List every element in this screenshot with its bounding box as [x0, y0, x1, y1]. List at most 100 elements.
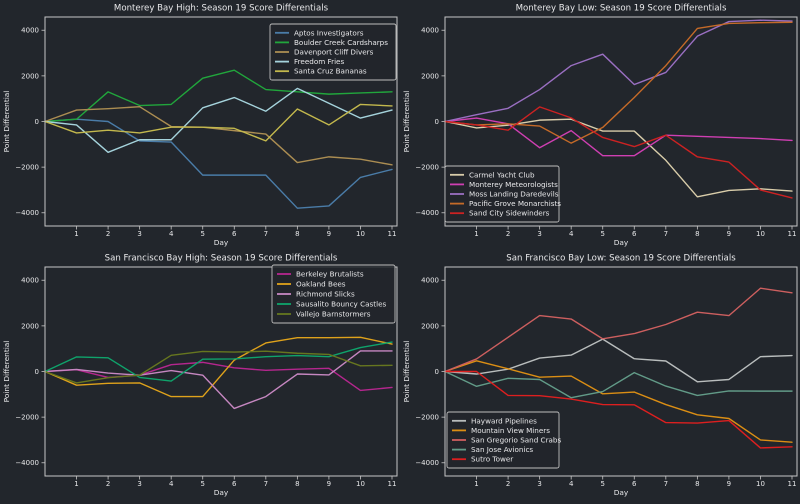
legend-label-vallejo-barnstormers: Vallejo Barnstormers — [296, 310, 371, 319]
series-line-hayward-pipelines — [444, 338, 793, 383]
x-tick-label: 1 — [74, 230, 78, 238]
y-tick-label: 2000 — [21, 322, 39, 330]
legend-label-carmel-yacht-club: Carmel Yacht Club — [469, 170, 535, 179]
series-line-berkeley-brutalists — [44, 361, 393, 392]
x-tick-label: 11 — [788, 480, 797, 488]
x-tick-label: 2 — [106, 480, 110, 488]
y-tick-label: 2000 — [421, 322, 439, 330]
series-line-san-jose-avionics — [444, 370, 793, 399]
plot-spines — [444, 266, 798, 477]
x-tick-label: 9 — [727, 230, 731, 238]
y-tick-label: −2000 — [415, 414, 439, 422]
x-tick-label: 8 — [295, 480, 299, 488]
x-tick-label: 5 — [200, 230, 204, 238]
x-tick-label: 6 — [632, 230, 637, 238]
x-tick-label: 1 — [474, 230, 478, 238]
x-tick-label: 3 — [137, 480, 141, 488]
y-tick-label: 0 — [35, 368, 39, 376]
series-line-oakland-bees — [44, 336, 393, 398]
series-line-sand-city-sidewinders — [444, 106, 793, 199]
x-tick-label: 2 — [106, 230, 110, 238]
x-axis-label: Day — [614, 488, 629, 497]
x-tick-label: 7 — [264, 230, 268, 238]
x-axis-label: Day — [214, 238, 229, 247]
x-tick-label: 3 — [137, 230, 141, 238]
legend-label-mountain-view-miners: Mountain View Miners — [471, 426, 550, 435]
legend-label-davenport-cliff-divers: Davenport Cliff Divers — [294, 48, 374, 57]
x-tick-label: 7 — [664, 480, 668, 488]
subplot-title: Monterey Bay Low: Season 19 Score Differ… — [516, 4, 727, 14]
y-tick-label: −2000 — [15, 164, 39, 172]
series-line-mountain-view-miners — [444, 360, 793, 443]
legend-label-oakland-bees: Oakland Bees — [296, 280, 346, 289]
legend-label-boulder-creek-cardsharps: Boulder Creek Cardsharps — [294, 38, 388, 47]
y-tick-label: −4000 — [15, 209, 39, 217]
series-line-carmel-yacht-club — [444, 118, 793, 198]
legend-label-san-jose-avionics: San Jose Avionics — [471, 445, 533, 454]
subplot-monterey-bay-low: −4000 −2000 0 2000 4000 1 2 3 4 5 6 7 8 9 10 11 Monterey… — [400, 0, 800, 250]
x-tick-label: 6 — [232, 480, 237, 488]
legend-label-moss-landing-daredevils: Moss Landing Daredevils — [469, 190, 559, 199]
x-tick-label: 10 — [356, 230, 365, 238]
legend-box — [269, 23, 397, 81]
series-line-aptos-investigators — [44, 118, 393, 209]
plot-monterey-bay-high: −4000 −2000 0 2000 4000 1 2 3 4 5 6 7 8 9 10 11 Monterey… — [2, 4, 398, 247]
x-tick-label: 11 — [388, 230, 397, 238]
y-tick-label: 0 — [35, 118, 39, 126]
x-tick-label: 9 — [727, 480, 731, 488]
y-tick-label: −2000 — [415, 164, 439, 172]
plot-spines — [44, 16, 398, 227]
y-tick-label: 4000 — [421, 27, 439, 35]
series-line-moss-landing-daredevils — [444, 19, 793, 123]
plot-monterey-bay-low: −4000 −2000 0 2000 4000 1 2 3 4 5 6 7 8 9 10 11 Monterey… — [402, 4, 798, 247]
x-tick-label: 10 — [756, 480, 765, 488]
legend-label-sausalito-bouncy-castles: Sausalito Bouncy Castles — [296, 300, 386, 309]
legend-label-richmond-slicks: Richmond Slicks — [296, 290, 355, 299]
plot-san-francisco-bay-low: −4000 −2000 0 2000 4000 1 2 3 4 5 6 7 8 9 10 11 San Fran… — [402, 254, 798, 497]
y-tick-label: −2000 — [15, 414, 39, 422]
legend-label-sutro-tower: Sutro Tower — [471, 455, 513, 464]
x-tick-label: 6 — [632, 480, 637, 488]
x-tick-label: 5 — [600, 480, 604, 488]
plot-spines — [44, 266, 398, 477]
plot-spines — [444, 16, 798, 227]
x-tick-label: 10 — [356, 480, 365, 488]
series-line-san-gregorio-sand-crabs — [444, 287, 793, 373]
legend-box — [444, 165, 560, 223]
x-tick-label: 7 — [264, 480, 268, 488]
y-axis-label: Point Differential — [402, 341, 411, 403]
subplot-san-francisco-bay-high: −4000 −2000 0 2000 4000 1 2 3 4 5 6 7 8 9 10 11 San Fran… — [0, 250, 400, 500]
legend-label-sand-city-sidewinders: Sand City Sidewinders — [469, 209, 550, 218]
x-tick-label: 9 — [327, 230, 331, 238]
y-tick-label: 2000 — [21, 72, 39, 80]
y-tick-label: 4000 — [21, 27, 39, 35]
series-line-sutro-tower — [444, 370, 793, 449]
x-tick-label: 5 — [200, 480, 204, 488]
legend-box — [271, 264, 396, 324]
y-tick-label: −4000 — [15, 459, 39, 467]
y-tick-label: 0 — [435, 118, 439, 126]
subplot-monterey-bay-high: −4000 −2000 0 2000 4000 1 2 3 4 5 6 7 8 9 10 11 Monterey… — [0, 0, 400, 250]
x-tick-label: 10 — [756, 230, 765, 238]
y-tick-label: 4000 — [21, 277, 39, 285]
series-line-sausalito-bouncy-castles — [44, 341, 393, 382]
x-tick-label: 5 — [600, 230, 604, 238]
y-tick-label: 4000 — [421, 277, 439, 285]
series-line-pacific-grove-monarchists — [444, 21, 793, 144]
x-tick-label: 3 — [537, 230, 541, 238]
subplot-title: San Francisco Bay Low: Season 19 Score D… — [506, 254, 736, 264]
legend-label-freedom-fries: Freedom Fries — [294, 57, 344, 66]
y-tick-label: 2000 — [421, 72, 439, 80]
x-tick-label: 4 — [569, 230, 574, 238]
legend-label-aptos-investigators: Aptos Investigators — [294, 28, 364, 37]
x-tick-label: 6 — [232, 230, 237, 238]
x-tick-label: 4 — [569, 480, 574, 488]
legend-label-berkeley-brutalists: Berkeley Brutalists — [296, 270, 364, 279]
y-axis-label: Point Differential — [402, 91, 411, 153]
x-tick-label: 1 — [74, 480, 78, 488]
series-line-freedom-fries — [44, 87, 393, 154]
